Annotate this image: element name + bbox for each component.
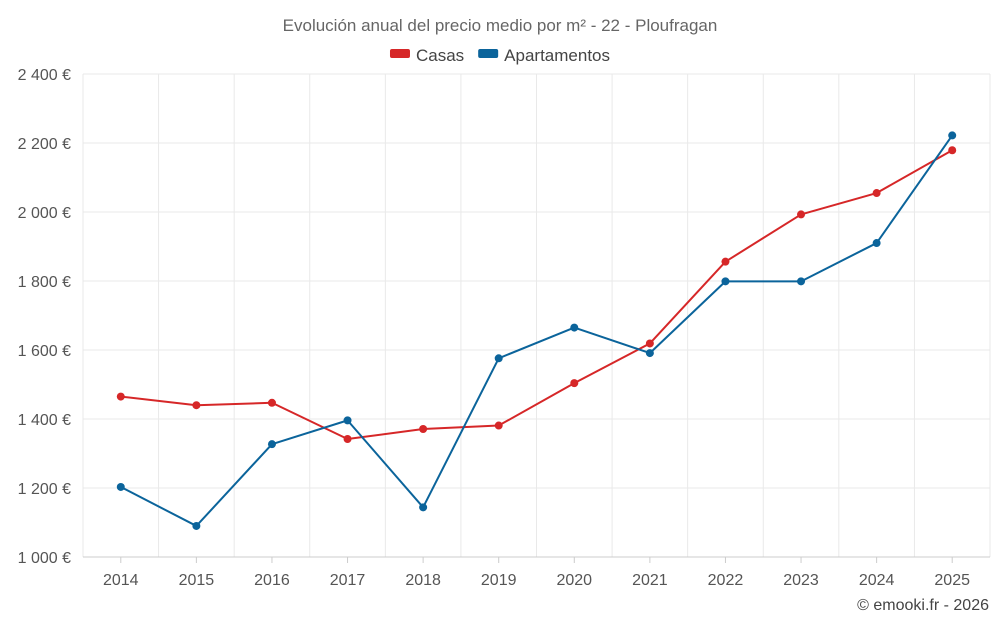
legend-label: Apartamentos — [504, 46, 610, 65]
x-tick-label: 2020 — [556, 572, 592, 589]
vertical-gridlines — [82, 74, 991, 557]
series-line-casas — [120, 149, 953, 441]
data-point-casas[interactable] — [645, 339, 654, 348]
data-point-apartamentos[interactable] — [343, 416, 352, 425]
data-point-casas[interactable] — [948, 146, 957, 155]
x-tick-label: 2022 — [708, 572, 744, 589]
data-point-casas[interactable] — [494, 421, 503, 430]
y-tick-label: 2 400 € — [18, 67, 71, 84]
y-tick-label: 1 200 € — [18, 481, 71, 498]
x-tick-label: 2014 — [103, 572, 139, 589]
legend: Casas Apartamentos — [389, 46, 610, 65]
data-point-apartamentos[interactable] — [721, 277, 730, 286]
x-tick-label: 2021 — [632, 572, 668, 589]
data-point-apartamentos[interactable] — [419, 503, 428, 512]
legend-item-casas[interactable]: Casas — [389, 46, 464, 65]
data-point-apartamentos[interactable] — [267, 440, 276, 449]
series-lines — [116, 131, 957, 530]
credit-text: © emooki.fr - 2026 — [857, 597, 989, 614]
legend-item-apartamentos[interactable]: Apartamentos — [478, 46, 610, 65]
legend-swatch — [478, 49, 499, 58]
series-line-apartamentos — [120, 134, 954, 527]
data-point-casas[interactable] — [872, 189, 881, 198]
data-point-apartamentos[interactable] — [116, 482, 125, 491]
data-point-casas[interactable] — [419, 425, 428, 434]
chart-title: Evolución anual del precio medio por m² … — [283, 16, 718, 35]
x-tick-label: 2018 — [405, 572, 441, 589]
y-tick-label: 2 200 € — [18, 136, 71, 153]
data-point-casas[interactable] — [267, 398, 276, 407]
data-point-apartamentos[interactable] — [645, 349, 654, 358]
data-point-casas[interactable] — [721, 257, 730, 266]
y-tick-label: 1 800 € — [18, 274, 71, 291]
y-tick-label: 1 000 € — [18, 550, 71, 567]
data-point-apartamentos[interactable] — [872, 239, 881, 248]
y-tick-label: 1 600 € — [18, 343, 71, 360]
y-axis-tick-labels: 1 000 € 1 200 € 1 400 € 1 600 € 1 800 € 2 000… — [18, 67, 71, 567]
data-point-apartamentos[interactable] — [948, 131, 957, 140]
data-point-casas[interactable] — [192, 401, 201, 410]
x-tick-label: 2015 — [179, 572, 215, 589]
x-tick-label: 2025 — [934, 572, 970, 589]
data-point-casas[interactable] — [343, 435, 352, 444]
y-tick-label: 2 000 € — [18, 205, 71, 222]
data-point-apartamentos[interactable] — [192, 521, 201, 530]
legend-swatch — [389, 49, 410, 58]
legend-label: Casas — [416, 46, 464, 65]
data-point-apartamentos[interactable] — [494, 354, 503, 363]
data-point-casas[interactable] — [116, 392, 125, 401]
x-axis-tick-labels: 2014 2015 2016 2017 2018 2019 2020 2021 2022 2023… — [103, 557, 970, 589]
data-point-casas[interactable] — [570, 379, 579, 388]
x-tick-label: 2017 — [330, 572, 366, 589]
x-tick-label: 2019 — [481, 572, 517, 589]
data-point-casas[interactable] — [797, 210, 806, 219]
x-tick-label: 2016 — [254, 572, 290, 589]
horizontal-gridlines — [83, 73, 990, 489]
y-tick-label: 1 400 € — [18, 412, 71, 429]
x-tick-label: 2024 — [859, 572, 895, 589]
data-point-apartamentos[interactable] — [797, 277, 806, 286]
x-tick-label: 2023 — [783, 572, 819, 589]
data-point-apartamentos[interactable] — [570, 323, 579, 332]
